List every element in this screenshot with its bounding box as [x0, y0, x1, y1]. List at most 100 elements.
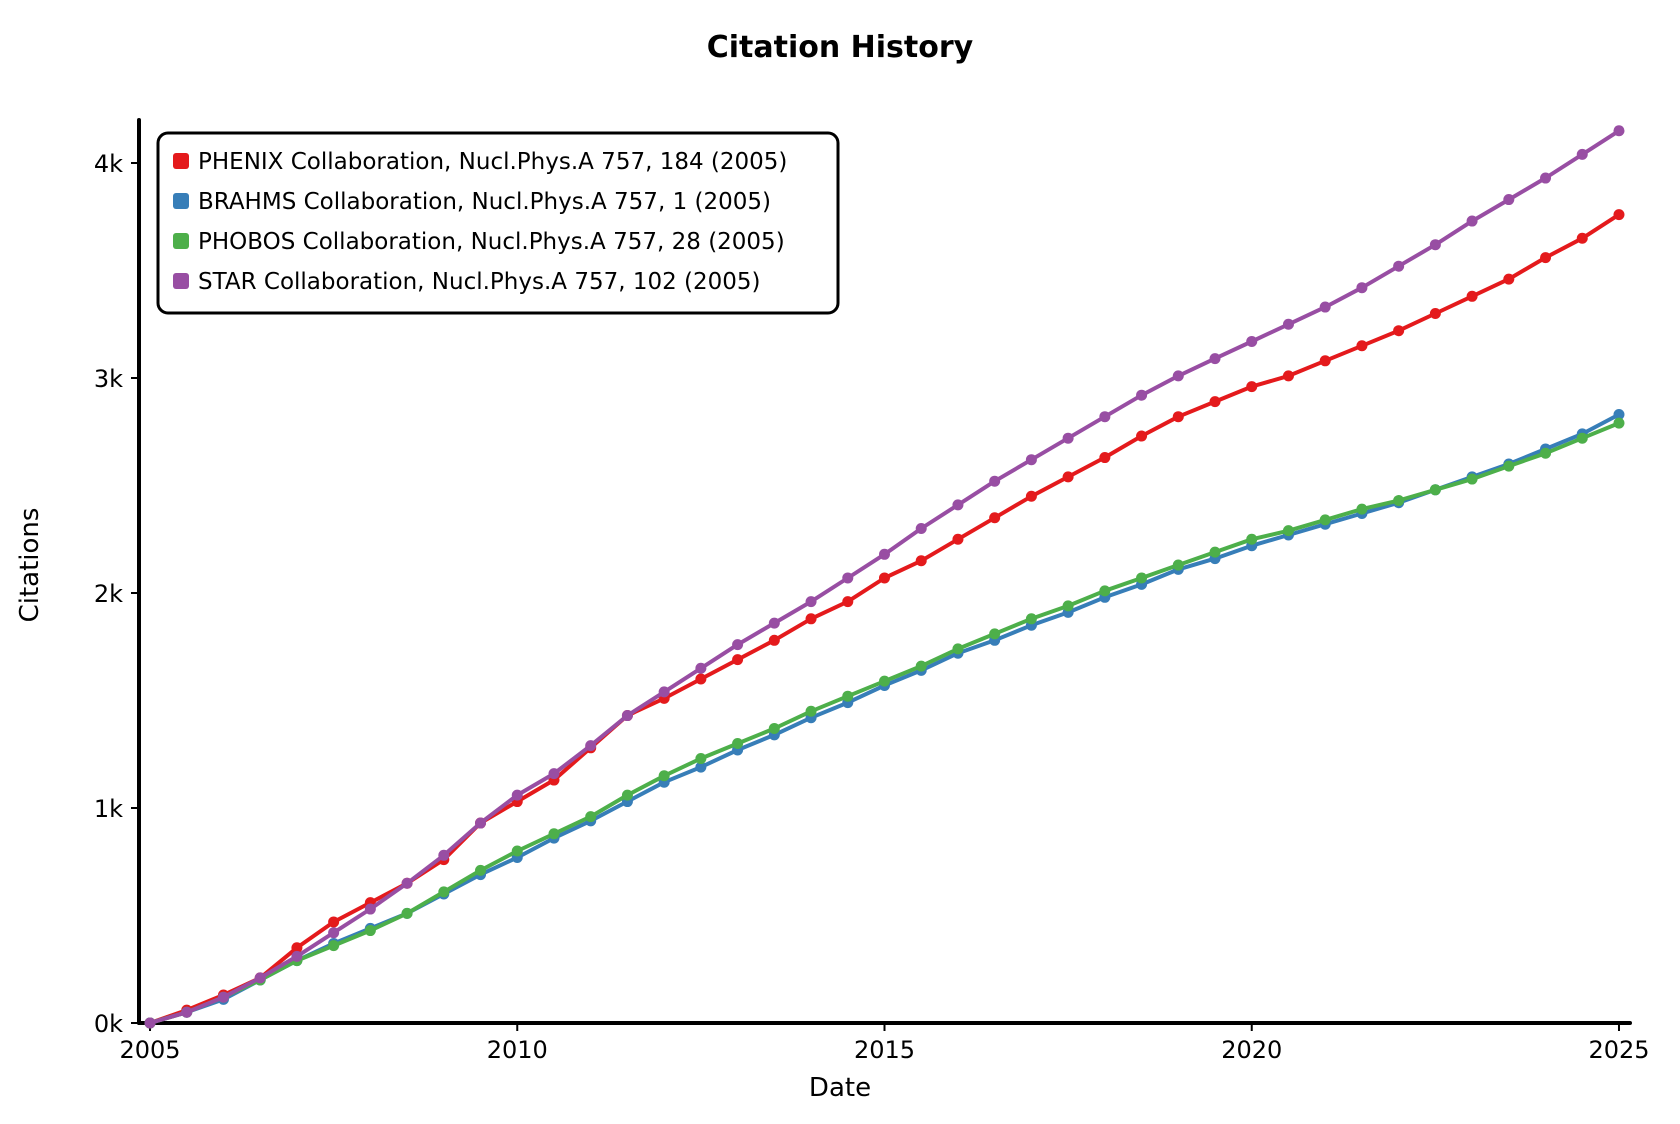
data-point	[1429, 239, 1441, 251]
data-point	[768, 617, 780, 629]
data-point	[732, 738, 744, 749]
legend-label: BRAHMS Collaboration, Nucl.Phys.A 757, 1…	[198, 189, 771, 215]
data-point	[695, 761, 707, 773]
y-tick-label: 3k	[94, 365, 123, 393]
data-point	[1576, 232, 1588, 244]
data-point	[1172, 411, 1184, 423]
data-point	[1503, 273, 1515, 285]
legend-item: PHENIX Collaboration, Nucl.Phys.A 757, 1…	[173, 149, 787, 175]
data-point	[328, 927, 340, 939]
data-point	[1576, 432, 1588, 444]
data-point	[1393, 325, 1405, 337]
data-point	[1209, 353, 1221, 365]
data-point	[1062, 600, 1074, 612]
data-point	[328, 940, 340, 952]
data-point	[805, 705, 817, 717]
data-point	[1246, 381, 1258, 393]
legend-box	[156, 131, 840, 315]
data-point	[621, 789, 633, 801]
data-point	[1136, 572, 1148, 584]
x-tick-label: 2010	[487, 1036, 548, 1064]
legend-label: PHOBOS Collaboration, Nucl.Phys.A 757, 2…	[198, 229, 785, 255]
legend-swatch	[173, 153, 189, 169]
x-axis-label: Date	[809, 1073, 871, 1103]
y-tick-label: 0k	[94, 1010, 123, 1038]
data-point	[879, 572, 890, 584]
data-point	[1356, 282, 1368, 294]
data-point	[658, 686, 670, 698]
data-point	[1503, 460, 1515, 472]
data-point	[768, 634, 780, 646]
series-3	[144, 417, 1625, 1029]
data-point	[585, 811, 597, 823]
data-point	[1503, 194, 1515, 206]
data-point	[1319, 514, 1331, 526]
data-point	[842, 690, 854, 702]
data-point	[1099, 585, 1111, 597]
data-point	[1613, 125, 1625, 137]
data-point	[1246, 335, 1258, 347]
data-point	[695, 753, 707, 765]
y-tick-label: 1k	[94, 795, 123, 823]
data-point	[1025, 613, 1037, 625]
data-point	[1393, 495, 1405, 507]
series-4	[144, 125, 1625, 1029]
data-point	[1540, 172, 1552, 184]
data-point	[548, 828, 560, 840]
data-point	[915, 555, 927, 567]
data-point	[805, 613, 817, 625]
data-point	[1282, 370, 1294, 382]
data-point	[658, 770, 670, 782]
data-point	[585, 740, 597, 752]
data-point	[1136, 389, 1148, 401]
data-point	[695, 673, 707, 685]
data-point	[952, 533, 964, 545]
data-point	[364, 925, 376, 937]
x-tick-label: 2025	[1588, 1036, 1649, 1064]
data-point	[1540, 252, 1552, 264]
data-point	[915, 523, 927, 534]
x-tick-label: 2005	[119, 1036, 180, 1064]
data-point	[1172, 559, 1184, 571]
data-point	[621, 710, 633, 722]
data-point	[952, 499, 964, 511]
legend: PHENIX Collaboration, Nucl.Phys.A 757, 1…	[156, 131, 840, 315]
data-point	[475, 817, 487, 829]
data-point	[1319, 355, 1331, 367]
y-tick-label: 2k	[94, 580, 123, 608]
data-point	[1576, 148, 1588, 160]
data-point	[364, 903, 376, 915]
data-point	[438, 886, 450, 898]
data-point	[511, 789, 523, 801]
legend-item: BRAHMS Collaboration, Nucl.Phys.A 757, 1…	[173, 189, 771, 215]
data-point	[1062, 471, 1074, 483]
data-point	[511, 845, 523, 857]
data-point	[842, 596, 854, 608]
data-point	[732, 654, 744, 666]
legend-item: STAR Collaboration, Nucl.Phys.A 757, 102…	[173, 269, 761, 295]
data-point	[1209, 546, 1221, 558]
data-point	[1466, 215, 1478, 227]
legend-label: PHENIX Collaboration, Nucl.Phys.A 757, 1…	[198, 149, 787, 175]
data-point	[915, 660, 927, 672]
data-point	[1099, 411, 1111, 423]
data-point	[1613, 209, 1625, 221]
data-point	[989, 475, 1001, 487]
data-point	[989, 628, 1001, 640]
data-point	[1393, 260, 1405, 272]
data-point	[1466, 473, 1478, 485]
data-point	[768, 722, 780, 734]
data-point	[1613, 409, 1625, 421]
axis-ticks: 2005 2010 2015 2020 2025 0k 1k 2k 3k 4k	[94, 150, 1650, 1064]
data-point	[548, 768, 560, 780]
data-point	[1356, 340, 1368, 352]
data-point	[291, 942, 303, 954]
legend-label: STAR Collaboration, Nucl.Phys.A 757, 102…	[198, 269, 761, 295]
data-point	[879, 548, 890, 560]
data-point	[328, 916, 340, 928]
chart-title: Citation History	[707, 30, 974, 65]
legend-swatch	[173, 193, 189, 209]
data-point	[1613, 417, 1625, 429]
